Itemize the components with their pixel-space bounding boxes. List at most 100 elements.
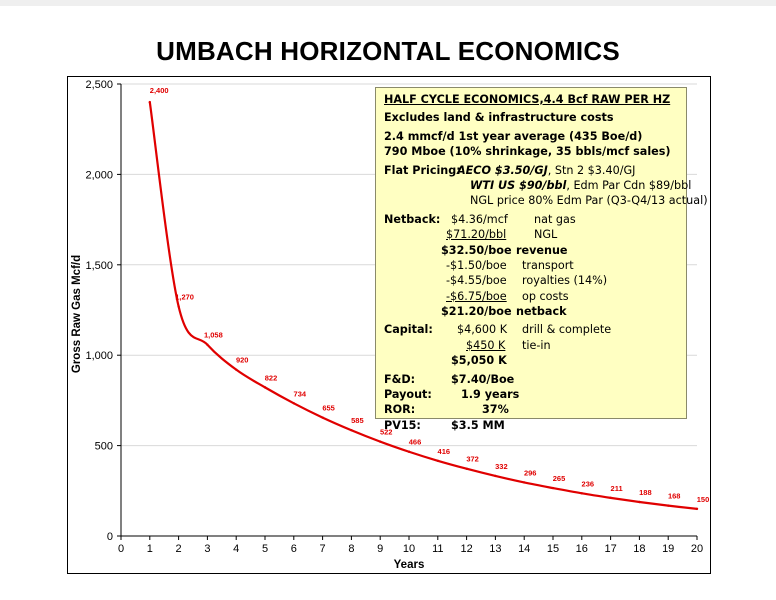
econ-netback-revenue: $32.50/boe revenue (384, 243, 680, 258)
cap-drill-value: $4,600 K (457, 323, 508, 337)
x-tick-label: 9 (377, 543, 383, 555)
econ-capital-label: Capital: (384, 323, 433, 337)
data-point (292, 402, 295, 405)
y-tick-label: 1,500 (85, 260, 113, 272)
data-label: 168 (668, 492, 681, 501)
data-label: 920 (236, 356, 249, 365)
data-point (206, 343, 209, 346)
econ-fd-row: F&D: $7.40/Boe (384, 372, 680, 387)
data-label: 822 (265, 373, 278, 382)
cap-drill-desc: drill & complete (522, 323, 612, 337)
cap-total-value: $5,050 K (451, 354, 507, 368)
x-tick-label: 11 (432, 543, 443, 555)
econ-wti-price: WTI US $90/bbl (470, 178, 567, 192)
data-point (321, 416, 324, 419)
data-label: 2,400 (150, 86, 169, 95)
cap-tie-desc: tie-in (522, 338, 551, 352)
nb-trans-value: -$1.50/boe (446, 258, 507, 272)
econ-rate: 2.4 mmcf/d 1st year average (435 Boe/d) (384, 129, 643, 143)
econ-heading: HALF CYCLE ECONOMICS,4.4 Bcf RAW PER HZ (384, 93, 671, 106)
chart-frame (67, 76, 711, 574)
data-label: 734 (294, 389, 307, 398)
y-tick-label: 2,500 (85, 79, 113, 91)
econ-capital-drill: Capital: $4,600 K drill & complete (384, 322, 680, 337)
pv15-value: $3.5 MM (451, 418, 505, 432)
fd-value: $7.40/Boe (451, 372, 515, 386)
x-tick-label: 10 (403, 543, 415, 555)
econ-pv15-row: PV15: $3.5 MM (384, 418, 680, 433)
y-tick-label: 0 (107, 531, 113, 543)
nb-rev-desc: revenue (516, 243, 568, 257)
nb-gas-value: $4.36/mcf (451, 212, 508, 226)
x-tick-label: 12 (460, 543, 472, 555)
data-labels: 2,400 1,270 1,058 920 822 734 655 585 522 466 416 3… (150, 86, 709, 504)
data-label: 211 (611, 484, 623, 493)
x-axis-label: Years (394, 559, 425, 571)
nb-rev-value: $32.50/boe (441, 243, 512, 257)
data-point (695, 507, 699, 511)
data-label: 655 (322, 404, 335, 413)
data-label: 236 (582, 479, 595, 488)
econ-stn2-price: , Stn 2 $3.40/GJ (547, 163, 636, 177)
y-tick-label: 1,000 (85, 350, 113, 362)
data-point (379, 440, 382, 443)
x-tick-label: 13 (489, 543, 501, 555)
econ-pricing-row-1: Flat Pricing: AECO $3.50/GJ, Stn 2 $3.40… (384, 163, 680, 178)
x-tick-labels: 0 1 2 3 4 5 6 7 8 9 10 11 12 13 14 15 16 17 18 19 20 (118, 543, 703, 555)
x-tick-label: 19 (662, 543, 674, 555)
econ-pricing-row-2: WTI US $90/bbl, Edm Par Cdn $89/bbl (384, 178, 691, 193)
econ-reserves: 790 Mboe (10% shrinkage, 35 bbls/mcf sal… (384, 145, 671, 159)
econ-edm-price: , Edm Par Cdn $89/bbl (566, 178, 692, 192)
nb-op-value: -$6.75/boe (446, 289, 507, 303)
econ-netback-total: $21.20/boe netback (384, 304, 680, 319)
x-tick-label: 3 (204, 543, 210, 555)
data-label: 1,058 (204, 331, 223, 340)
data-point (350, 429, 353, 432)
top-strip (0, 0, 776, 6)
econ-ror-row: ROR: 37% (384, 402, 680, 417)
ror-label: ROR: (384, 403, 416, 417)
data-point (638, 500, 641, 504)
pv15-label: PV15: (384, 418, 421, 432)
data-label: 265 (553, 474, 566, 483)
econ-aeco-price: AECO $3.50/GJ (457, 163, 548, 177)
x-tick-label: 20 (691, 543, 703, 555)
data-point (667, 504, 670, 507)
y-axis-label: Gross Raw Gas Mcf/d (71, 255, 83, 373)
data-label: 372 (466, 455, 479, 464)
econ-capital-total: $5,050 K (384, 353, 680, 368)
data-point (407, 450, 411, 453)
data-point (436, 459, 439, 462)
econ-ngl-price: NGL price 80% Edm Par (Q3-Q4/13 actual) (470, 194, 708, 208)
x-tick-label: 2 (176, 543, 182, 555)
data-point (465, 467, 468, 470)
x-tick-label: 18 (633, 543, 645, 555)
nb-op-desc: op costs (522, 289, 569, 303)
x-tick-label: 8 (348, 543, 354, 555)
data-label: 1,270 (175, 292, 194, 301)
econ-netback-label: Netback: (384, 212, 441, 226)
data-label: 188 (639, 488, 652, 497)
data-point (523, 481, 526, 484)
nb-ngl-value: $71.20/bbl (446, 228, 507, 242)
data-label: 522 (380, 428, 393, 437)
econ-excludes: Excludes land & infrastructure costs (384, 111, 614, 125)
econ-netback-ngl: $71.20/bbl NGL (384, 227, 680, 242)
data-point (148, 100, 151, 104)
data-point (177, 305, 180, 308)
nb-ngl-desc: NGL (534, 228, 558, 242)
data-point (609, 496, 612, 500)
economics-box: HALF CYCLE ECONOMICS,4.4 Bcf RAW PER HZ … (375, 87, 708, 432)
x-tick-label: 0 (118, 543, 124, 555)
econ-pricing-row-3: NGL price 80% Edm Par (Q3-Q4/13 actual) (384, 193, 708, 208)
x-tick-label: 16 (576, 543, 588, 555)
x-tick-label: 1 (147, 543, 153, 555)
data-point (235, 368, 238, 371)
data-label: 332 (495, 462, 508, 471)
x-tick-label: 4 (233, 543, 239, 555)
cap-tie-value: $450 K (466, 338, 506, 352)
data-point (494, 474, 497, 478)
data-label: 466 (409, 438, 422, 447)
x-tick-label: 7 (320, 543, 326, 555)
